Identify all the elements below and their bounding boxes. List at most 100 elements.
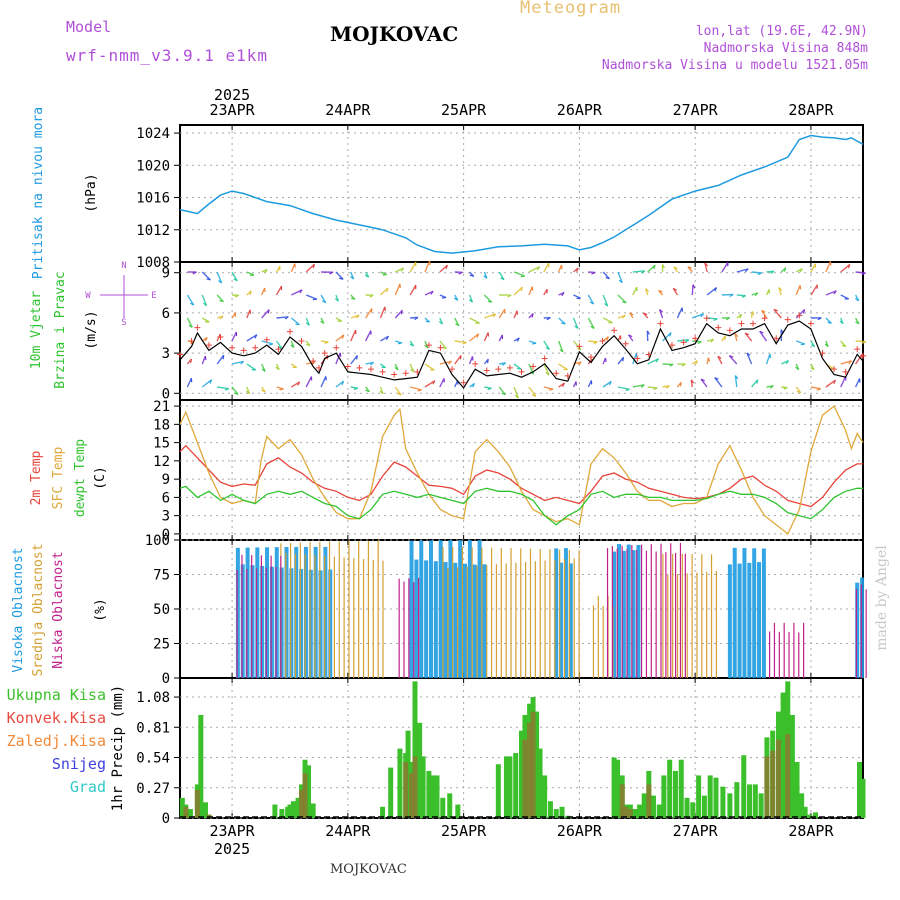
high-cloud-bar <box>559 562 564 678</box>
wind-arrow-head <box>604 357 607 363</box>
wind-gust-marker <box>205 342 212 349</box>
high-cloud-bar <box>482 564 487 678</box>
wind-arrow <box>854 378 861 388</box>
wind-arrow <box>543 363 550 376</box>
wind-arrow <box>394 267 404 273</box>
wind-arrow <box>795 340 806 345</box>
wind-arrow <box>261 363 266 372</box>
total-precip-bar <box>641 793 647 818</box>
wind-arrow <box>773 308 782 319</box>
high-cloud-bar <box>860 577 865 678</box>
total-precip-bar <box>727 793 733 818</box>
temperature-frame <box>179 399 864 541</box>
wind-arrow-head <box>438 321 443 325</box>
wind-arrow-head <box>192 271 197 275</box>
total-precip-bar <box>789 714 795 818</box>
high-cloud-bar <box>409 540 414 678</box>
total-precip-bar <box>802 806 808 818</box>
wind-arrow <box>335 352 341 365</box>
wind-speed-line <box>179 320 864 389</box>
total-precip-bar <box>857 762 863 818</box>
wind-arrow <box>810 284 818 296</box>
wind-arrow <box>246 363 257 371</box>
wind-arrow-head <box>459 355 462 360</box>
wind-arrow-head <box>672 287 678 291</box>
total-precip-bar <box>429 775 435 818</box>
wind-arrow-head <box>324 341 329 345</box>
wind-gust-marker <box>622 340 629 347</box>
wind-arrow-head <box>492 313 497 318</box>
wind-arrow <box>602 294 609 307</box>
wind-arrow-head <box>618 279 623 284</box>
wind-arrow-head <box>369 294 374 298</box>
wind-arrow-head <box>400 310 403 315</box>
wind-arrow-head <box>785 360 790 365</box>
wind-arrow-head <box>744 268 749 273</box>
wind-arrow-head <box>268 343 273 346</box>
wind-arrow-head <box>802 309 806 314</box>
wind-arrow-head <box>665 385 670 389</box>
wind-arrow-head <box>469 274 474 277</box>
high-cloud-bar <box>255 547 260 678</box>
wind-arrow-head <box>472 383 475 388</box>
wind-arrow <box>231 360 244 365</box>
high-cloud-bar <box>458 540 463 678</box>
wind-arrow-head <box>622 301 627 304</box>
wind-arrow-head <box>641 270 646 274</box>
wind-gust-marker <box>715 324 722 331</box>
total-precip-bar <box>794 762 800 818</box>
wind-gust-marker <box>240 347 247 354</box>
total-precip-bar <box>295 797 301 818</box>
wind-arrow-head <box>275 366 280 371</box>
total-precip-bar <box>713 777 719 818</box>
wind-arrow-head <box>545 371 550 376</box>
total-precip-bar <box>202 802 208 818</box>
cloud-mid-label: Srednja Oblacnost <box>31 543 46 676</box>
high-cloud-bar <box>279 567 284 678</box>
total-precip-bar <box>198 714 204 818</box>
wind-gust-marker <box>831 366 838 373</box>
wind-arrow-head <box>734 333 739 338</box>
wind-arrow <box>350 314 360 319</box>
wind-arrow <box>290 263 296 273</box>
total-precip-bar <box>534 711 540 818</box>
wind-arrow-head <box>355 314 360 319</box>
wind-arrow <box>394 283 401 296</box>
x-day-label-top: 23APR <box>210 101 256 119</box>
y-tick-label: 0.81 <box>136 720 170 736</box>
wind-arrow <box>231 271 238 282</box>
wind-arrow <box>602 380 612 388</box>
wind-arrow-head <box>350 297 356 300</box>
high-cloud-bar <box>737 563 742 678</box>
y-tick-label: 1020 <box>136 158 170 174</box>
wind-arrow-head <box>681 363 686 367</box>
total-precip-bar <box>503 756 509 818</box>
total-precip-bar <box>507 756 513 818</box>
wind-arrow <box>543 262 550 273</box>
wind-arrow <box>201 271 211 281</box>
wind-arrow-head <box>700 378 705 382</box>
temp-2m-label: 2m Temp <box>29 450 44 505</box>
high-cloud-bar <box>245 547 250 678</box>
wind-arrow <box>379 287 389 296</box>
wind-arrow-head <box>312 298 317 301</box>
wind-arrow-head <box>516 367 522 370</box>
lonlat-label: lon,lat (19.6E, 42.9N) <box>695 24 868 39</box>
wind-arrow-head <box>739 314 743 319</box>
wind-arrow <box>380 335 389 342</box>
wind-arrow <box>795 285 801 296</box>
wind-arrow-head <box>536 266 541 271</box>
wind-gust-marker <box>541 355 548 362</box>
pressure-frame <box>179 124 864 263</box>
wind-arrow-head <box>799 268 803 273</box>
x-day-label-top: 24APR <box>325 101 371 119</box>
wind-arrow-head <box>261 368 266 372</box>
high-cloud-bar <box>727 564 732 678</box>
high-cloud-bar <box>323 546 328 678</box>
wind-arrow <box>543 386 554 390</box>
wind-arrow-head <box>810 344 815 348</box>
high-cloud-bar <box>855 582 860 678</box>
wind-arrow-head <box>339 277 344 280</box>
wind-arrow-head <box>305 322 310 326</box>
high-cloud-bar <box>621 550 626 678</box>
